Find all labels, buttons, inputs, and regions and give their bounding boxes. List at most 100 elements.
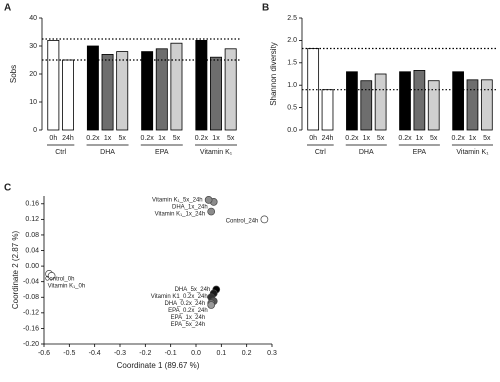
bar bbox=[210, 56, 222, 131]
x-tick-label: 0.2x bbox=[141, 135, 155, 142]
x-tick-label: 5x bbox=[119, 135, 127, 142]
bar bbox=[452, 71, 464, 131]
y-tick-label: 0.12 bbox=[25, 216, 39, 223]
group-label: DHA bbox=[100, 149, 115, 156]
x-tick-label: 24h bbox=[62, 135, 74, 142]
point-label: Vitamin K₁_1x_24h bbox=[155, 211, 206, 217]
y-axis-label: Sobs bbox=[9, 65, 18, 83]
point-label: EPA_5x_24h bbox=[171, 322, 206, 328]
x-axis-label: Coordinate 1 (89.67 %) bbox=[117, 361, 200, 370]
bar bbox=[86, 45, 99, 131]
bar bbox=[155, 48, 168, 131]
x-tick-label: 0.2x bbox=[398, 135, 412, 142]
point-label: Control_24h bbox=[226, 218, 259, 224]
y-tick-label: 0.5 bbox=[287, 104, 297, 111]
bar bbox=[466, 79, 479, 131]
y-axis-label: Shannon diversity bbox=[269, 42, 278, 106]
point bbox=[47, 271, 56, 280]
x-tick-label: 0h bbox=[49, 135, 57, 142]
bar bbox=[195, 40, 208, 131]
bar bbox=[374, 73, 387, 131]
x-tick-label: -0.5 bbox=[63, 350, 75, 357]
x-tick-label: -0.2 bbox=[139, 350, 151, 357]
x-tick-label: -0.1 bbox=[165, 350, 177, 357]
point-label: EPA_0.2x_24h bbox=[168, 308, 208, 314]
bar bbox=[170, 42, 183, 131]
y-tick-label: -0.04 bbox=[23, 279, 39, 286]
group-label: Vitamin K₁ bbox=[456, 149, 489, 156]
x-tick-label: 5x bbox=[483, 135, 491, 142]
group-label: Ctrl bbox=[315, 149, 326, 156]
x-tick-label: 0.0 bbox=[191, 350, 201, 357]
bar bbox=[116, 51, 129, 131]
y-tick-label: 0.08 bbox=[25, 232, 39, 239]
point-label: DHA_5x_24h bbox=[175, 287, 211, 293]
y-tick-label: -0.16 bbox=[23, 325, 39, 332]
x-tick-label: 5x bbox=[227, 135, 235, 142]
panel-label: B bbox=[262, 3, 269, 14]
group-label: DHA bbox=[359, 149, 374, 156]
y-tick-label: 0.00 bbox=[25, 263, 39, 270]
point-label: Vitamin K1_0.2x_24h bbox=[151, 294, 208, 300]
bar bbox=[399, 71, 411, 131]
x-tick-label: -0.6 bbox=[38, 350, 50, 357]
y-tick-label: -0.20 bbox=[23, 341, 39, 348]
x-tick-label: 1x bbox=[363, 135, 371, 142]
point-label: Vitamin K₁_0h bbox=[48, 283, 86, 289]
point bbox=[204, 196, 213, 204]
x-tick-label: 1x bbox=[158, 135, 166, 142]
y-tick-label: 40 bbox=[29, 15, 37, 22]
y-tick-label: -0.08 bbox=[23, 294, 39, 301]
y-axis-label: Coordinate 2 (2.87 %) bbox=[11, 231, 20, 310]
bar bbox=[346, 71, 358, 131]
x-tick-label: 1x bbox=[469, 135, 477, 142]
y-tick-label: 0.16 bbox=[25, 201, 39, 208]
y-tick-label: -0.12 bbox=[23, 310, 39, 317]
x-tick-label: -0.3 bbox=[114, 350, 126, 357]
x-tick-label: 5x bbox=[377, 135, 385, 142]
point-label: Vitamin K₁_5x_24h bbox=[152, 197, 203, 203]
point bbox=[207, 207, 216, 216]
x-tick-label: 1x bbox=[212, 135, 220, 142]
bar bbox=[224, 48, 237, 131]
point bbox=[207, 301, 216, 309]
bar bbox=[480, 79, 493, 131]
panel-label: A bbox=[4, 3, 11, 14]
x-tick-label: 0.2x bbox=[86, 135, 100, 142]
y-tick-label: 2.0 bbox=[287, 37, 297, 44]
group-label: Vitamin K₁ bbox=[200, 149, 233, 156]
x-tick-label: 0.2x bbox=[195, 135, 209, 142]
group-label: EPA bbox=[155, 149, 169, 156]
x-tick-label: 5x bbox=[430, 135, 438, 142]
y-tick-label: 0.04 bbox=[25, 247, 39, 254]
bar bbox=[360, 80, 373, 131]
bar bbox=[47, 40, 60, 131]
x-tick-label: 5x bbox=[173, 135, 181, 142]
y-tick-label: 0.0 bbox=[287, 127, 297, 134]
bar bbox=[62, 59, 74, 131]
x-tick-label: -0.4 bbox=[89, 350, 101, 357]
point-label: Control_0h bbox=[45, 276, 74, 282]
group-label: EPA bbox=[413, 149, 427, 156]
y-tick-label: 2.5 bbox=[287, 15, 297, 22]
bar bbox=[321, 89, 334, 131]
y-tick-label: 20 bbox=[29, 71, 37, 78]
panel-label: C bbox=[4, 183, 11, 194]
y-tick-label: 10 bbox=[29, 99, 37, 106]
bar bbox=[141, 51, 154, 131]
group-label: Ctrl bbox=[55, 149, 66, 156]
x-tick-label: 0.2 bbox=[242, 350, 252, 357]
x-tick-label: 0.3 bbox=[267, 350, 277, 357]
point-label: EPA_1x_24h bbox=[171, 315, 206, 321]
y-tick-label: 1.5 bbox=[287, 60, 297, 67]
bar bbox=[413, 70, 426, 131]
y-tick-label: 1.0 bbox=[287, 82, 297, 89]
x-tick-label: 0.2x bbox=[452, 135, 466, 142]
x-tick-label: 0.1 bbox=[216, 350, 226, 357]
point-label: DHA_0.2x_24h bbox=[164, 301, 205, 307]
y-tick-label: 30 bbox=[29, 43, 37, 50]
point-label: DHA_1x_24h bbox=[172, 204, 208, 210]
bar bbox=[101, 54, 114, 131]
x-tick-label: 1x bbox=[416, 135, 424, 142]
